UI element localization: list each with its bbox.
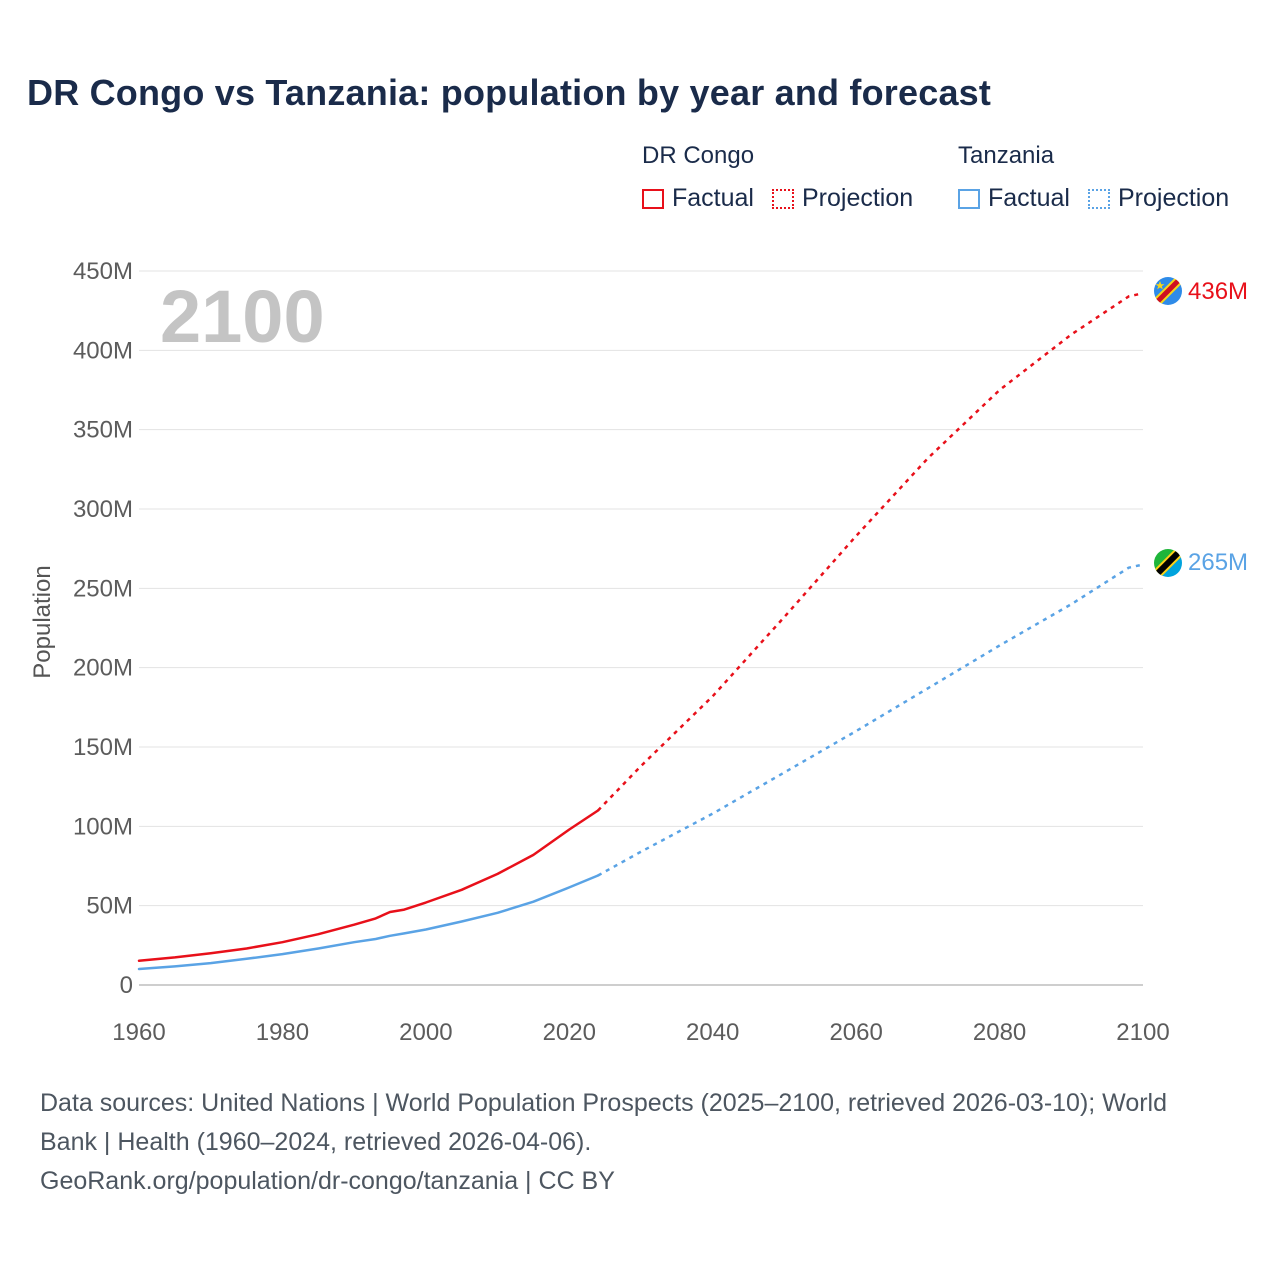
x-tick-label: 1960 <box>112 1019 165 1046</box>
dr-congo-flag-icon <box>1154 277 1182 305</box>
legend-group-tanzania: Tanzania Factual Projection <box>958 142 1229 213</box>
footer-line-2: Bank | Health (1960–2024, retrieved 2026… <box>40 1128 592 1156</box>
y-tick-label: 250M <box>73 575 133 602</box>
tanzania-end-label: 265M <box>1188 549 1248 576</box>
footer-sources: Data sources: United Nations | World Pop… <box>40 1084 1240 1201</box>
x-tick-label: 2080 <box>973 1019 1026 1046</box>
tanzania-flag-icon <box>1154 549 1182 577</box>
y-tick-label: 200M <box>73 655 133 682</box>
footer-line-1: Data sources: United Nations | World Pop… <box>40 1089 1168 1117</box>
x-tick-label: 2020 <box>543 1019 596 1046</box>
y-tick-label: 450M <box>73 258 133 285</box>
year-watermark: 2100 <box>160 275 325 358</box>
footer-line-3[interactable]: GeoRank.org/population/dr-congo/tanzania… <box>40 1167 615 1195</box>
y-tick-label: 350M <box>73 417 133 444</box>
chart-title: DR Congo vs Tanzania: population by year… <box>27 72 992 113</box>
legend-swatch-tanzania-factual <box>958 188 980 209</box>
legend-label-tanzania-factual: Factual <box>988 184 1070 212</box>
legend-label-dr-congo-projection: Projection <box>801 184 914 212</box>
y-tick-label: 400M <box>73 337 133 364</box>
legend-item-dr-congo-factual[interactable]: Factual <box>642 184 754 213</box>
series-line-dr-congo-factual <box>137 809 600 962</box>
legend-item-tanzania-projection[interactable]: Projection <box>1087 184 1230 213</box>
series-lines <box>137 291 1144 971</box>
y-tick-label: 0 <box>120 972 133 999</box>
x-tick-label: 2100 <box>1116 1019 1169 1046</box>
dr-congo-end-label: 436M <box>1188 278 1248 305</box>
y-tick-label: 300M <box>73 496 133 523</box>
legend-label-dr-congo-factual: Factual <box>672 184 754 212</box>
x-tick-label: 2060 <box>829 1019 882 1046</box>
legend-swatch-tanzania-projection <box>1087 188 1110 209</box>
legend-group-name-tanzania: Tanzania <box>958 142 1055 169</box>
series-line-tanzania-factual <box>137 874 600 971</box>
axes: 0 50M 100M 150M 200M 250M 300M 350M 400M 450M 1960… <box>73 258 1170 1046</box>
legend-label-tanzania-projection: Projection <box>1117 184 1230 212</box>
series-line-dr-congo-projection <box>597 291 1144 812</box>
legend-item-dr-congo-projection[interactable]: Projection <box>771 184 914 213</box>
legend-swatch-dr-congo-factual <box>642 188 664 209</box>
x-tick-label: 2040 <box>686 1019 739 1046</box>
y-tick-label: 50M <box>86 893 133 920</box>
legend-group-name-dr-congo: DR Congo <box>642 142 755 169</box>
grid-lines <box>139 270 1143 986</box>
series-line-tanzania-projection <box>597 563 1144 877</box>
y-tick-label: 150M <box>73 734 133 761</box>
legend-group-dr-congo: DR Congo Factual Projection <box>642 142 913 213</box>
y-axis-title: Population <box>29 565 56 678</box>
legend-swatch-dr-congo-projection <box>771 188 794 209</box>
x-tick-label: 1980 <box>256 1019 309 1046</box>
y-tick-label: 100M <box>73 813 133 840</box>
legend-item-tanzania-factual[interactable]: Factual <box>958 184 1070 213</box>
x-tick-label: 2000 <box>399 1019 452 1046</box>
